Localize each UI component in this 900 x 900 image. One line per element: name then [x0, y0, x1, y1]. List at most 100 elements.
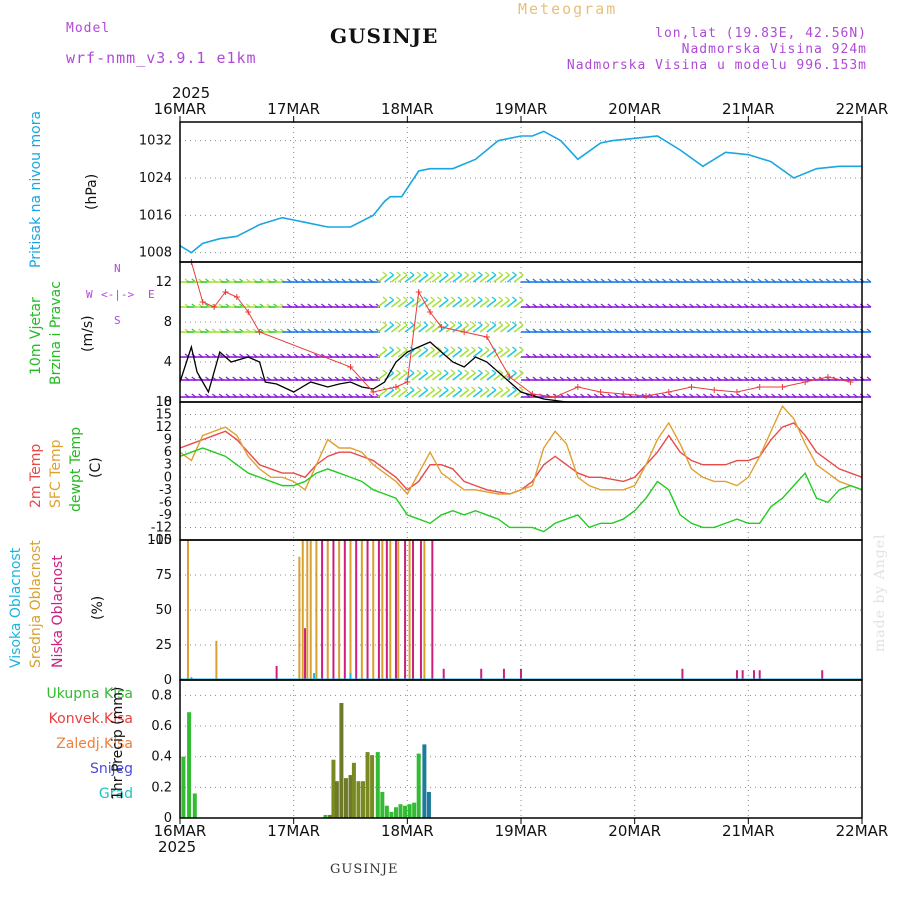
wind-barb: [404, 372, 415, 381]
wind-barb-head: [450, 321, 456, 326]
x-tick-top: 19MAR: [495, 100, 548, 118]
wind-barb-head: [498, 346, 504, 351]
wind-gust-point: [370, 389, 377, 395]
cloud-tick: 0: [164, 673, 172, 688]
temp-tick: 18: [155, 395, 172, 410]
temp-tick: 9: [164, 433, 172, 448]
wind-barb: [390, 389, 401, 398]
wind-barb-head: [457, 369, 463, 374]
wind-barb-head: [430, 321, 435, 326]
wind-barb-head: [457, 321, 463, 326]
precip-bar: [192, 793, 197, 818]
temp-tick: -3: [159, 483, 172, 498]
wind-barb-head: [457, 296, 463, 301]
wind-barb: [377, 274, 388, 283]
lonlat-label: lon,lat (19.83E, 42.56N): [655, 26, 867, 41]
wind-barb: [452, 324, 463, 333]
x-tick-top: 21MAR: [722, 100, 775, 118]
wind-barb-head: [430, 386, 435, 391]
station-title: GUSINJE: [330, 24, 439, 48]
wind-barb: [384, 324, 395, 333]
precip-bar: [416, 753, 421, 818]
wind-barb: [486, 299, 497, 308]
wind-barb-head: [443, 296, 449, 301]
wind-barb-head: [430, 271, 435, 276]
wind-barb: [445, 372, 456, 381]
wind-gust-point: [552, 394, 559, 400]
wind-barb: [384, 349, 395, 358]
wind-barb-head: [430, 296, 435, 301]
wind-gust-point: [620, 391, 627, 397]
wind-barb: [404, 274, 415, 283]
wind-barb-head: [866, 303, 872, 308]
pressure-tick: 1024: [139, 171, 172, 186]
wind-barb: [493, 324, 504, 333]
wind-barb-head: [511, 386, 517, 391]
wind-barb-head: [518, 369, 524, 374]
wind-barb: [404, 324, 415, 333]
wind-gust-point: [529, 391, 536, 397]
x-tick-top: 20MAR: [608, 100, 661, 118]
wind-barb: [472, 372, 483, 381]
wind-barb-head: [498, 271, 504, 276]
wind-barb-head: [866, 353, 872, 358]
wind-barb-head: [389, 369, 394, 374]
wind-barb-head: [436, 296, 442, 301]
year-top: 2025: [172, 84, 211, 102]
wind-barb-head: [389, 386, 394, 391]
wind-barb-head: [484, 271, 490, 276]
wind-barb: [445, 299, 456, 308]
wind-barb: [479, 274, 490, 283]
wind-barb: [513, 349, 524, 358]
precip-tick: 0.6: [151, 719, 172, 734]
wind-barb: [397, 372, 408, 381]
wind-barb-head: [518, 346, 524, 351]
precip-tick: 0.8: [151, 688, 172, 703]
wind-barb-head: [471, 321, 476, 326]
wind-gust-point: [347, 364, 354, 370]
wind-barb: [397, 324, 408, 333]
wind-barb: [452, 299, 463, 308]
wind-barb-head: [505, 271, 510, 276]
wind-barb-head: [511, 296, 517, 301]
wind-barb-head: [471, 346, 476, 351]
wind-barb: [377, 299, 388, 308]
wind-gust-point: [574, 384, 581, 390]
wind-barb-head: [436, 369, 442, 374]
year-bottom: 2025: [158, 838, 197, 856]
precip-bar: [393, 807, 398, 818]
wind-barb: [506, 274, 517, 283]
wind-barb-head: [464, 296, 469, 301]
wind-barb: [513, 299, 524, 308]
wind-barb: [500, 274, 511, 283]
wind-barb-head: [498, 386, 504, 391]
wind-barb-head: [505, 296, 510, 301]
wind-barb: [465, 349, 476, 358]
precip-bar: [356, 781, 361, 818]
wind-gust-point: [733, 389, 740, 395]
wind-barb: [418, 299, 429, 308]
precip-bar: [426, 791, 431, 818]
legend-snow: Snijeg: [89, 761, 133, 777]
temp-tick: 15: [155, 408, 172, 423]
wind-barb-head: [477, 321, 483, 326]
temp-tick: 3: [164, 458, 172, 473]
precip-bar: [380, 791, 385, 818]
precip-tick: 0: [164, 811, 172, 826]
wind-gust-point: [847, 379, 854, 385]
wind-barb: [390, 372, 401, 381]
precip-bar: [361, 781, 366, 818]
wind-barb-head: [484, 386, 490, 391]
wind-barb-head: [402, 321, 408, 326]
wind-barb-head: [464, 321, 469, 326]
wind-barb-head: [471, 271, 476, 276]
precip-bar: [328, 814, 333, 818]
wind-barb: [472, 349, 483, 358]
wind-barb: [459, 299, 470, 308]
wind-barb-head: [423, 369, 429, 374]
wind-barb-head: [511, 369, 517, 374]
wind-barb-head: [498, 296, 504, 301]
wind-barb-head: [382, 346, 388, 351]
wind-barb: [418, 372, 429, 381]
